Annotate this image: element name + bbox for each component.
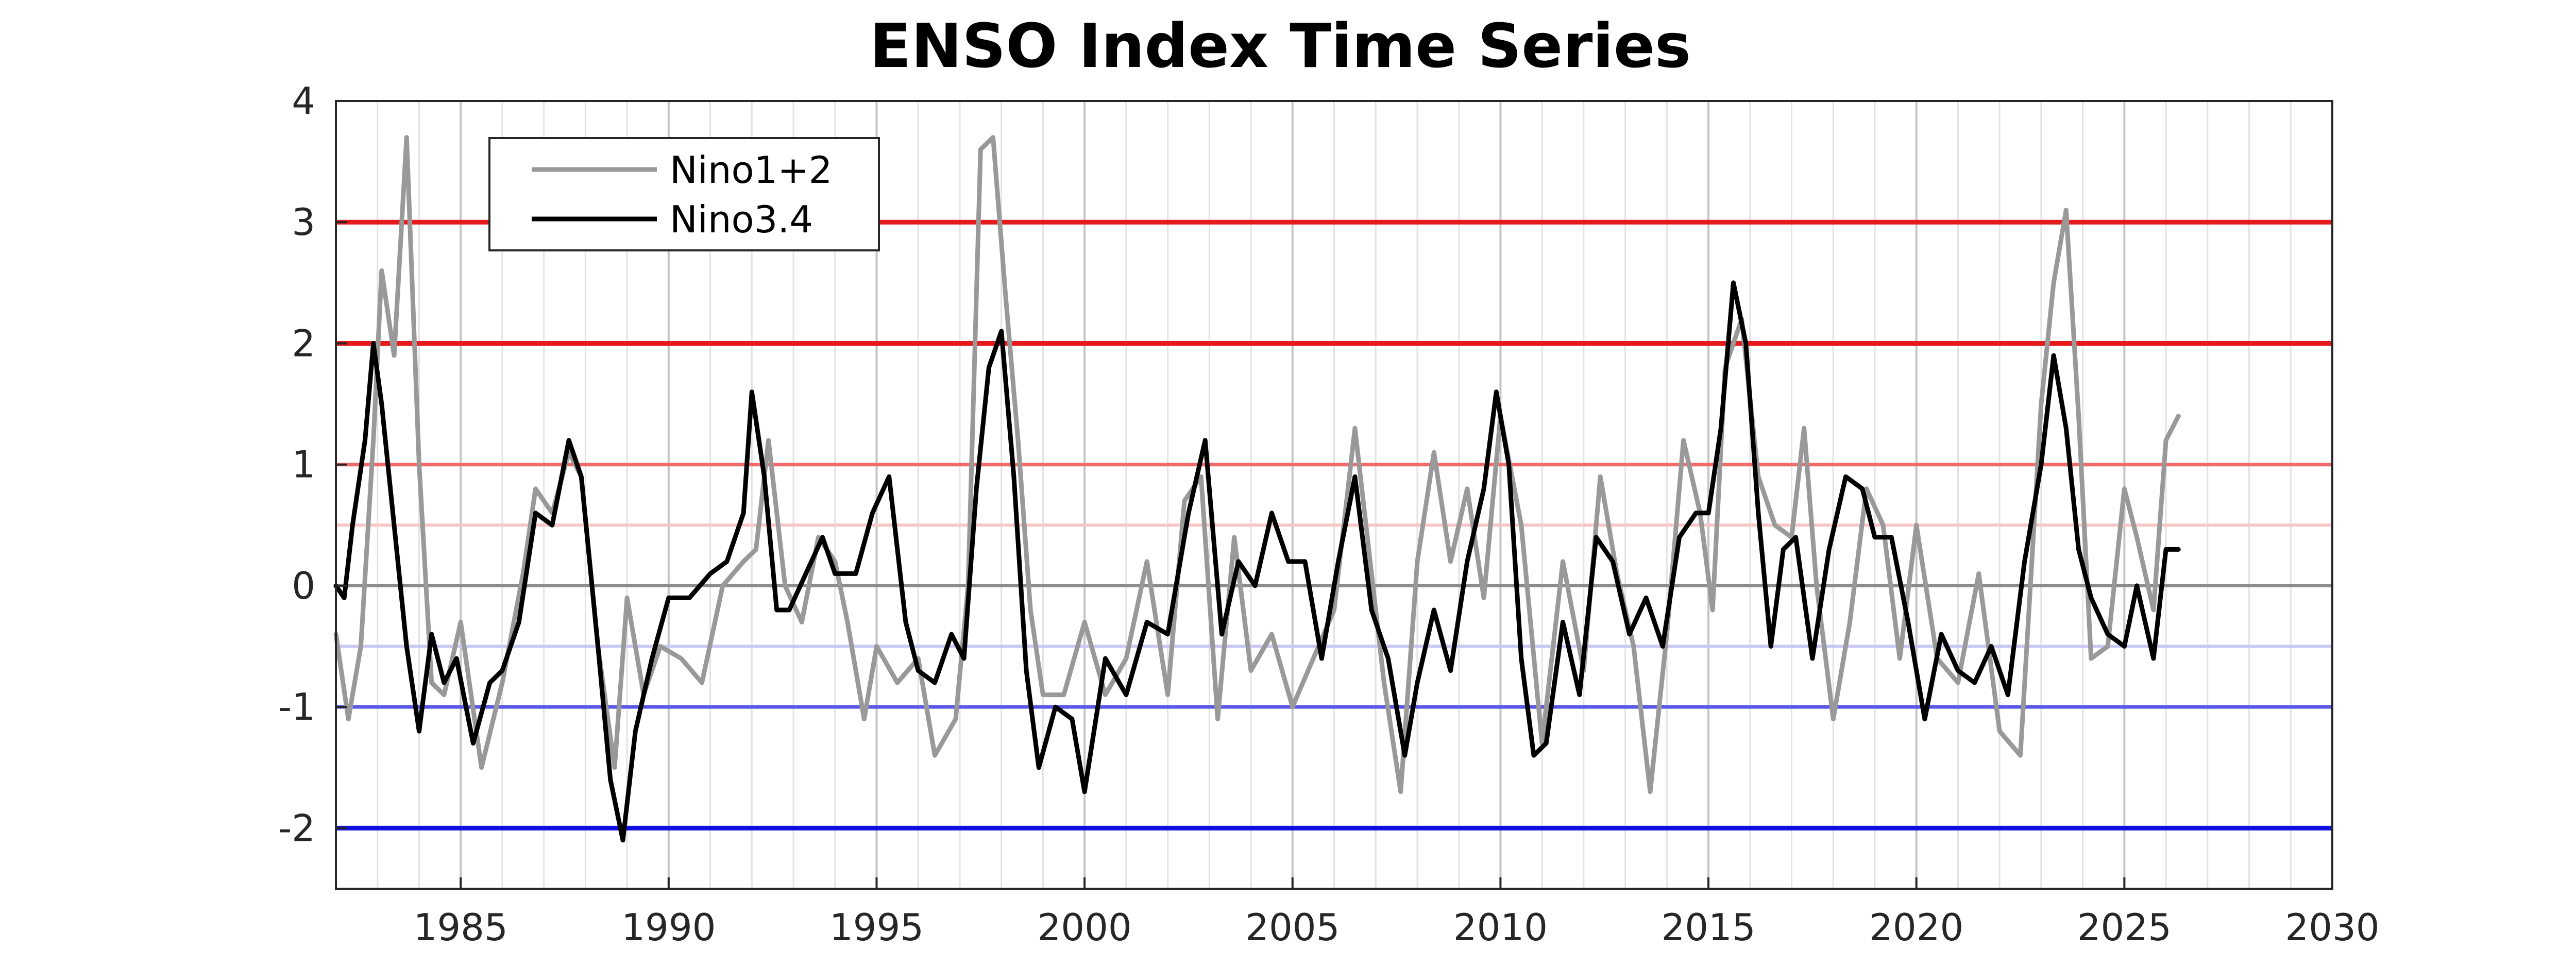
x-tick-label: 2000: [1038, 906, 1132, 949]
y-tick-label: 1: [292, 443, 315, 486]
legend-box: [488, 137, 880, 251]
chart-title: ENSO Index Time Series: [870, 10, 1691, 81]
x-tick-label: 1995: [829, 906, 924, 949]
x-tick-label: 2010: [1453, 906, 1548, 949]
x-tick-label: 2020: [1869, 906, 1963, 949]
plot-frame: [335, 100, 2333, 890]
axis-ticks: 1985 1990 1995 2000 2005 2010 2015 2020 2025 2030…: [278, 79, 2379, 949]
y-tick-label: 4: [292, 79, 315, 123]
legend-label-nino34: Nino3.4: [670, 198, 813, 241]
x-tick-label: 2005: [1245, 906, 1340, 949]
y-tick-label: 3: [292, 200, 315, 244]
y-tick-label: -1: [278, 685, 315, 728]
y-tick-label: 2: [292, 321, 315, 365]
x-tick-label: 2025: [2077, 906, 2172, 949]
x-tick-label: 2030: [2285, 906, 2379, 949]
legend: Nino1+2 Nino3.4: [488, 137, 880, 251]
series-lines: [333, 135, 2181, 843]
series-line-nino12: [333, 135, 2181, 794]
x-tick-label: 2015: [1661, 906, 1755, 949]
x-tick-label: 1985: [414, 906, 508, 949]
legend-label-nino12: Nino1+2: [670, 148, 833, 192]
y-tick-label: 0: [292, 564, 315, 607]
series-line-nino34: [333, 280, 2181, 843]
x-tick-label: 1990: [621, 906, 716, 949]
y-tick-label: -2: [278, 806, 315, 850]
